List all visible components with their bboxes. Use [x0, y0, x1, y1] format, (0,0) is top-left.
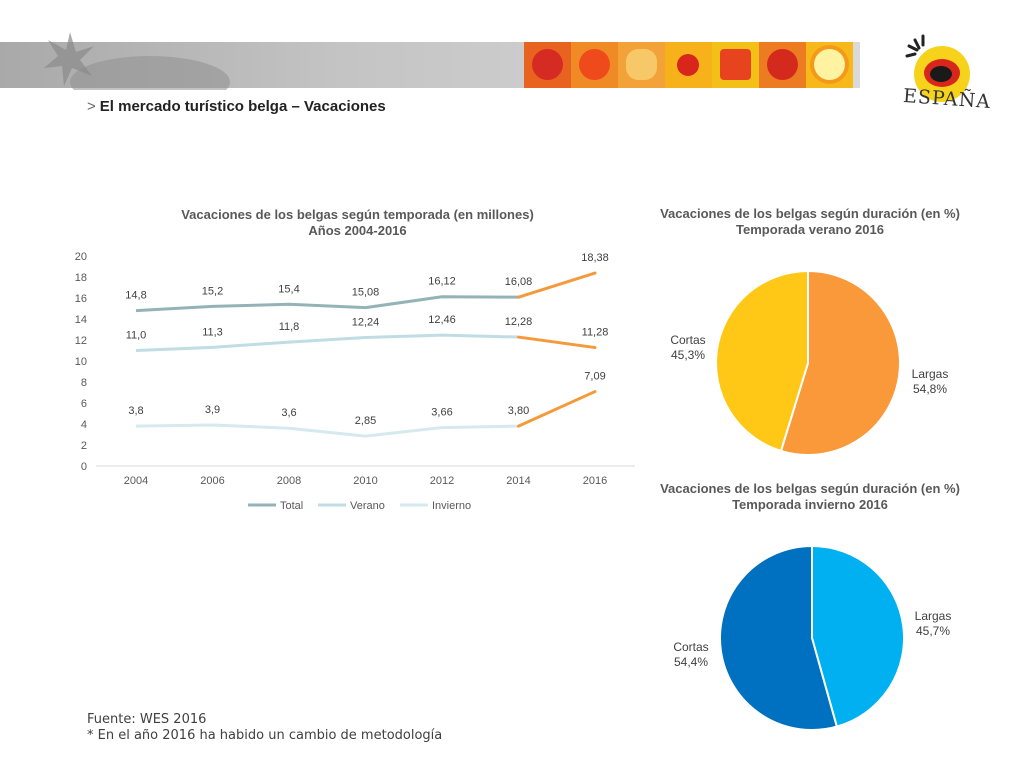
- data-label: 16,08: [505, 276, 533, 288]
- series-segment-2016-verano: [517, 335, 597, 350]
- pie-label-name: Largas: [912, 367, 949, 381]
- x-tick-label: 2004: [124, 475, 148, 487]
- y-tick-label: 12: [75, 335, 87, 347]
- decorative-tiles: [524, 42, 853, 88]
- data-label: 3,66: [431, 407, 452, 419]
- data-label: 3,9: [205, 404, 220, 416]
- legend-label-invierno: Invierno: [432, 500, 471, 512]
- y-tick-label: 0: [81, 461, 87, 473]
- data-label: 2,85: [355, 415, 376, 427]
- x-tick-label: 2012: [430, 475, 454, 487]
- data-label: 11,0: [126, 330, 147, 342]
- x-tick-label: 2008: [277, 475, 301, 487]
- data-label: 11,28: [582, 327, 609, 339]
- pie-label-name: Cortas: [673, 640, 708, 654]
- data-label: 12,46: [428, 314, 456, 326]
- page-title-text: El mercado turístico belga – Vacaciones: [99, 98, 386, 115]
- pie-label-name: Cortas: [670, 333, 705, 347]
- line-chart-title-block: Vacaciones de los belgas según temporada…: [110, 207, 605, 239]
- pie-slice-largas: [779, 269, 901, 456]
- pie-slice-largas: [811, 544, 905, 728]
- data-label: 3,8: [128, 405, 143, 417]
- pie-label-value: 45,7%: [916, 624, 950, 638]
- y-tick-label: 18: [75, 272, 87, 284]
- data-label: 11,3: [202, 326, 223, 338]
- legend-label-total: Total: [280, 500, 303, 512]
- data-label: 3,6: [281, 407, 296, 419]
- data-label: 12,28: [505, 316, 533, 328]
- summer-pie-subtitle: Temporada verano 2016: [736, 222, 884, 237]
- data-label: 11,8: [279, 321, 300, 333]
- x-tick-label: 2016: [583, 475, 607, 487]
- y-tick-label: 2: [81, 440, 87, 452]
- line-chart-title: Vacaciones de los belgas según temporada…: [181, 207, 534, 222]
- data-label: 15,08: [352, 287, 380, 299]
- x-tick-label: 2006: [200, 475, 224, 487]
- y-tick-label: 10: [75, 356, 87, 368]
- y-tick-label: 20: [75, 251, 87, 263]
- decorative-sun-icon: [44, 32, 230, 90]
- data-label: 14,8: [125, 290, 146, 302]
- series-segment-2016-total: [517, 271, 597, 299]
- x-tick-label: 2014: [506, 475, 530, 487]
- series-line-invierno: [135, 423, 519, 438]
- page-title: > El mercado turístico belga – Vacaciones: [87, 98, 386, 115]
- pie-label-name: Largas: [915, 609, 952, 623]
- data-label: 16,12: [428, 276, 456, 288]
- summer-pie-title: Vacaciones de los belgas según duración …: [660, 206, 960, 221]
- y-tick-label: 8: [81, 377, 87, 389]
- winter-pie-title-block: Vacaciones de los belgas según duración …: [630, 481, 990, 513]
- y-tick-label: 6: [81, 398, 87, 410]
- data-label: 7,09: [584, 371, 605, 383]
- source-note: Fuente: WES 2016: [87, 712, 207, 727]
- data-label: 15,2: [202, 285, 223, 297]
- y-tick-label: 14: [75, 314, 87, 326]
- series-line-verano: [135, 333, 519, 352]
- espana-logo: [905, 34, 970, 102]
- data-label: 15,4: [278, 283, 299, 295]
- winter-pie-title: Vacaciones de los belgas según duración …: [660, 481, 960, 496]
- legend-label-verano: Verano: [350, 500, 385, 512]
- x-tick-label: 2010: [353, 475, 377, 487]
- pie-label-value: 54,8%: [913, 382, 947, 396]
- pie-label-value: 45,3%: [671, 348, 705, 362]
- line-chart-subtitle: Años 2004-2016: [308, 223, 407, 238]
- series-segment-2016-invierno: [517, 390, 597, 428]
- summer-pie-title-block: Vacaciones de los belgas según duración …: [630, 206, 990, 238]
- heading-marker: >: [87, 98, 96, 115]
- winter-pie-subtitle: Temporada invierno 2016: [732, 497, 888, 512]
- pie-label-value: 54,4%: [674, 655, 708, 669]
- line-chart: 0 2 4 6 8 10 12 14 16 18 20 2004 2006 2008 2010 2012 201…: [75, 251, 635, 512]
- data-label: 12,24: [352, 316, 380, 328]
- data-label: 18,38: [581, 252, 609, 264]
- y-tick-label: 4: [81, 419, 87, 431]
- data-label: 3,80: [508, 405, 529, 417]
- pie-slice-cortas: [715, 269, 809, 453]
- pie-slice-cortas: [719, 544, 839, 731]
- y-tick-label: 16: [75, 293, 87, 305]
- series-line-total: [135, 295, 519, 313]
- methodology-note: * En el año 2016 ha habido un cambio de …: [87, 728, 443, 743]
